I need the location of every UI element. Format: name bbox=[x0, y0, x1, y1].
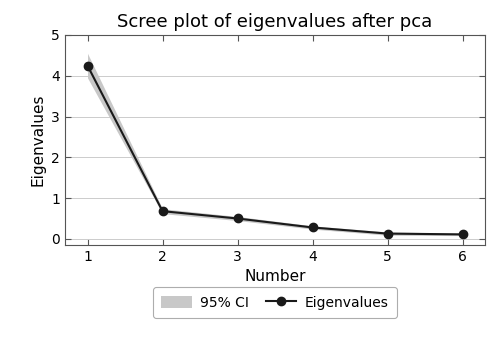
Title: Scree plot of eigenvalues after pca: Scree plot of eigenvalues after pca bbox=[118, 13, 432, 31]
Y-axis label: Eigenvalues: Eigenvalues bbox=[30, 94, 46, 186]
Legend: 95% CI, Eigenvalues: 95% CI, Eigenvalues bbox=[153, 287, 397, 318]
X-axis label: Number: Number bbox=[244, 270, 306, 285]
